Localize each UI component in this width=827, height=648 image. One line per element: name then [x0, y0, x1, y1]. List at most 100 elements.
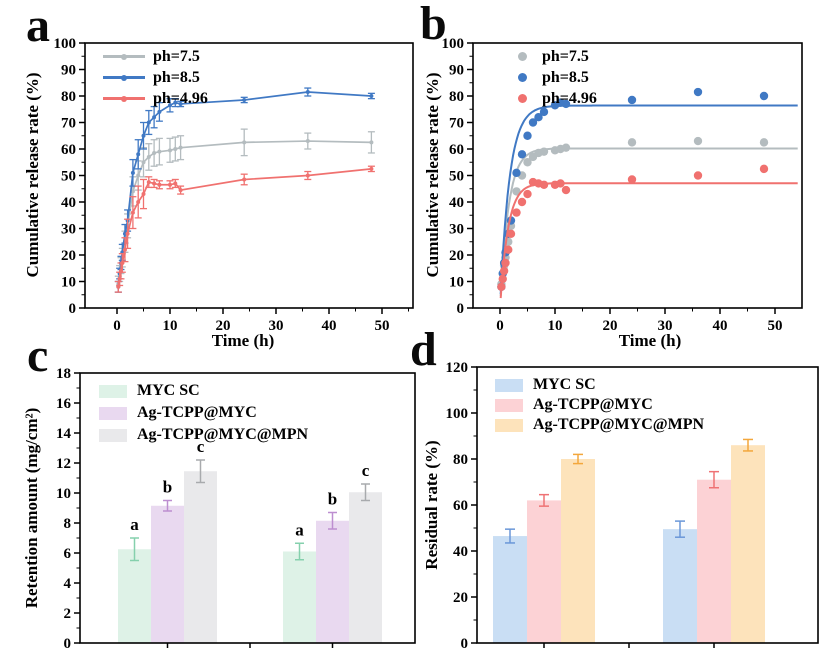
svg-text:10: 10 [61, 275, 76, 291]
panel-d-yaxis-label: Residual rate (%) [422, 440, 441, 570]
svg-text:20: 20 [603, 318, 618, 334]
panel-b-xaxis-label: Time (h) [618, 331, 682, 350]
svg-text:4: 4 [64, 576, 72, 592]
legend-label: ph=4.96 [542, 89, 597, 107]
swatch-icon [495, 418, 523, 432]
svg-text:40: 40 [713, 318, 728, 334]
svg-text:b: b [163, 478, 172, 497]
svg-text:0: 0 [496, 318, 504, 334]
svg-text:120: 120 [446, 360, 469, 376]
svg-text:40: 40 [322, 318, 337, 334]
panel-b-letter: b [420, 0, 447, 50]
series-Ag-TCPP@MYC@MPN [561, 438, 765, 643]
svg-text:70: 70 [61, 116, 76, 132]
svg-text:30: 30 [658, 318, 673, 334]
legend-item-ph75: ph=7.5 [512, 46, 597, 67]
legend-label: ph=7.5 [542, 47, 589, 65]
svg-text:b: b [328, 490, 337, 509]
svg-text:6: 6 [64, 546, 72, 562]
series-ph=4.96 [114, 165, 375, 293]
svg-text:8: 8 [64, 516, 72, 532]
svg-text:20: 20 [449, 248, 464, 264]
svg-text:30: 30 [449, 222, 464, 238]
svg-text:80: 80 [453, 452, 468, 468]
panel-c-yaxis-label: Retention amount (mg/cm²) [22, 407, 41, 609]
legend-label: MYC SC [533, 376, 596, 393]
legend-item-ph85: ph=8.5 [512, 67, 597, 88]
svg-text:20: 20 [61, 248, 76, 264]
legend-item-ph496: ph=4.96 [512, 88, 597, 109]
series-Ag-TCPP@MYC [527, 470, 731, 643]
swatch-icon [99, 384, 127, 398]
panel-a-yaxis-label: Cumulative release rate (%) [23, 72, 42, 278]
legend-item-ph496: ph=4.96 [103, 88, 208, 109]
legend-label: ph=8.5 [153, 68, 200, 86]
swatch-icon [99, 428, 127, 442]
panel-c-legend: MYC SC Ag-TCPP@MYC Ag-TCPP@MYC@MPN [99, 380, 308, 446]
svg-text:12: 12 [56, 456, 71, 472]
svg-text:100: 100 [442, 36, 465, 52]
panel-b-plot: 0 10 20 30 40 50 60 70 80 90 100 0 10 20 30 40 50 [442, 36, 803, 334]
legend-label: MYC SC [137, 382, 200, 399]
series-ph=8.5 [497, 87, 798, 295]
line-marker-icon [103, 53, 145, 60]
svg-text:10: 10 [449, 275, 464, 291]
svg-text:60: 60 [61, 142, 76, 158]
svg-text:10: 10 [163, 318, 178, 334]
svg-text:14: 14 [56, 426, 72, 442]
svg-text:0: 0 [457, 301, 465, 317]
swatch-icon [495, 378, 523, 392]
svg-text:0: 0 [113, 318, 121, 334]
swatch-icon [99, 406, 127, 420]
svg-text:30: 30 [61, 222, 76, 238]
legend-item-ag-tcpp-myc: Ag-TCPP@MYC [495, 395, 704, 415]
svg-text:16: 16 [56, 396, 72, 412]
svg-text:18: 18 [56, 366, 71, 382]
series-ph=7.5 [114, 128, 375, 293]
svg-text:a: a [130, 515, 139, 534]
panel-c-letter: c [27, 329, 49, 382]
legend-item-ph85: ph=8.5 [103, 67, 208, 88]
svg-text:2: 2 [64, 606, 72, 622]
svg-text:90: 90 [61, 63, 76, 79]
svg-text:30: 30 [269, 318, 284, 334]
dot-marker-icon [518, 94, 527, 103]
line-marker-icon [103, 95, 145, 102]
series-MYC SC [493, 520, 697, 643]
series-ph=8.5 [114, 87, 375, 293]
svg-text:60: 60 [453, 498, 468, 514]
line-marker-icon [103, 74, 145, 81]
panel-a-legend: ph=7.5 ph=8.5 ph=4.96 [103, 46, 208, 109]
svg-text:80: 80 [61, 89, 76, 105]
legend-label: Ag-TCPP@MYC@MPN [533, 416, 705, 433]
series-Ag-TCPP@MYC@MPN: cc [184, 437, 382, 643]
svg-text:100: 100 [54, 36, 77, 52]
svg-text:20: 20 [453, 590, 468, 606]
panel-b-yaxis-label: Cumulative release rate (%) [423, 72, 442, 278]
svg-text:c: c [197, 437, 205, 456]
svg-text:50: 50 [768, 318, 783, 334]
series-ph=4.96 [497, 164, 798, 299]
svg-text:a: a [295, 520, 304, 539]
legend-label: Ag-TCPP@MYC@MPN [137, 426, 309, 443]
svg-text:80: 80 [449, 89, 464, 105]
svg-text:c: c [362, 461, 370, 480]
legend-item-ag-tcpp-myc-mpn: Ag-TCPP@MYC@MPN [99, 424, 308, 446]
svg-text:100: 100 [446, 406, 469, 422]
panel-d-letter: d [410, 323, 437, 376]
svg-text:50: 50 [375, 318, 390, 334]
legend-label: ph=4.96 [153, 89, 208, 107]
legend-item-ph75: ph=7.5 [103, 46, 208, 67]
panel-b-legend: ph=7.5 ph=8.5 ph=4.96 [512, 46, 597, 109]
legend-label: ph=8.5 [542, 68, 589, 86]
series-ph=7.5 [497, 136, 798, 297]
series-MYC SC: aa [118, 515, 316, 643]
svg-text:0: 0 [69, 301, 77, 317]
panel-d-plot: 0 20 40 60 80 100 120 [446, 360, 819, 648]
panel-a-letter: a [26, 0, 50, 52]
svg-text:70: 70 [449, 116, 464, 132]
svg-text:40: 40 [61, 195, 76, 211]
